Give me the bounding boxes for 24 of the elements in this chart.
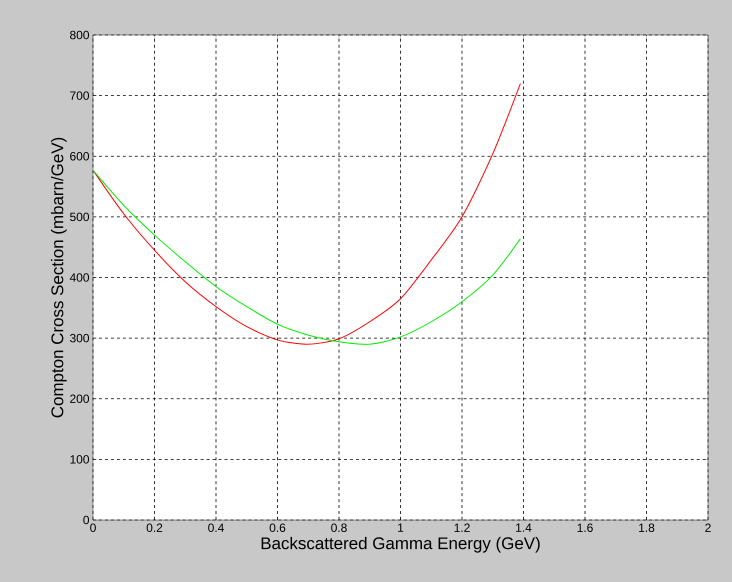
y-tick-label: 100 (70, 455, 90, 464)
x-axis-title: Backscattered Gamma Energy (GeV) (262, 536, 540, 553)
x-tick-label: 0 (90, 524, 96, 532)
x-tick-label: 2 (705, 524, 711, 532)
y-tick-label: 0 (83, 516, 90, 524)
y-axis-title: Compton Cross Section (mbarn/GeV) (50, 138, 67, 418)
line-series (93, 82, 521, 345)
x-tick-label: 1 (398, 524, 404, 532)
x-tick-label: 0.4 (208, 524, 224, 532)
y-tick-label: 500 (70, 212, 90, 222)
y-tick-label: 400 (70, 273, 90, 282)
x-tick-label: 1.2 (454, 524, 470, 532)
y-tick-label: 700 (70, 91, 90, 100)
x-tick-label: 0.8 (331, 524, 347, 532)
y-tick-label: 200 (70, 394, 90, 403)
x-tick-label: 0.6 (270, 524, 286, 532)
x-tick-label: 1.8 (639, 524, 654, 532)
x-tick-label: 0.2 (146, 524, 162, 532)
line-series (93, 170, 521, 345)
y-tick-label: 600 (70, 152, 90, 160)
y-tick-label: 800 (70, 30, 90, 40)
x-tick-label: 1.6 (578, 524, 593, 532)
y-tick-label: 300 (70, 334, 90, 342)
x-tick-label: 1.4 (516, 524, 532, 532)
